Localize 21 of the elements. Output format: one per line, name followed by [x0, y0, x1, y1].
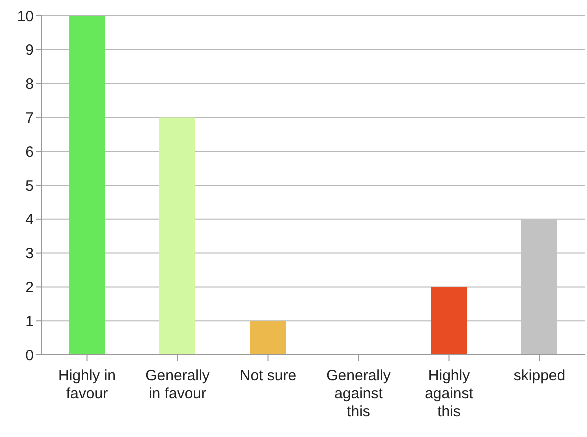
x-tick-label: Generally in favour [146, 368, 210, 402]
y-tick-label: 8 [26, 76, 34, 94]
y-tick-label: 0 [26, 347, 34, 364]
x-tick-label: Not sure [240, 368, 297, 384]
y-tick-label: 1 [26, 313, 34, 330]
y-tick-label: 10 [17, 8, 34, 26]
x-tick-label: Generally against this [326, 368, 392, 420]
bar [431, 287, 467, 355]
x-tick-label: Highly against this [425, 368, 474, 420]
x-tick-label: Highly in favour [58, 368, 116, 402]
y-tick-label: 3 [26, 246, 34, 263]
y-tick-label: 9 [26, 42, 34, 60]
x-tick-label: skipped [514, 368, 566, 384]
y-tick-label: 6 [26, 144, 34, 161]
bar [69, 16, 105, 355]
y-tick-label: 4 [26, 212, 34, 229]
y-tick-label: 2 [26, 280, 34, 297]
bar [160, 118, 196, 355]
y-tick-label: 7 [26, 110, 34, 128]
y-tick-label: 5 [26, 178, 34, 195]
bar [250, 321, 286, 355]
